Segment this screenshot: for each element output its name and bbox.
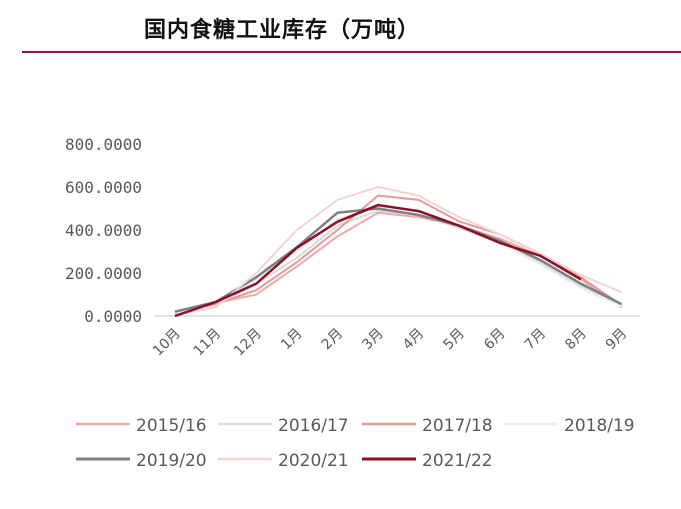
- x-tick-label: 9月: [603, 326, 631, 354]
- x-tick-label: 8月: [562, 326, 590, 354]
- legend-label: 2019/20: [136, 451, 207, 471]
- page-title: 国内食糖工业库存（万吨）: [144, 17, 421, 43]
- legend-item: 2019/20: [76, 451, 207, 471]
- legend-label: 2020/21: [278, 451, 349, 471]
- x-tick-label: 4月: [400, 326, 428, 354]
- x-tick-label: 2月: [319, 326, 347, 354]
- y-tick-label: 600.0000: [65, 178, 142, 197]
- legend-label: 2017/18: [422, 416, 493, 436]
- legend-label: 2016/17: [278, 416, 349, 436]
- legend-item: 2015/16: [76, 416, 207, 436]
- legend-label: 2021/22: [422, 451, 493, 471]
- legend-label: 2018/19: [564, 416, 635, 436]
- series-line-2019-20: [174, 207, 623, 313]
- x-tick-label: 1月: [278, 326, 306, 354]
- x-tick-label: 7月: [522, 326, 550, 354]
- legend-item: 2020/21: [218, 451, 349, 471]
- y-tick-label: 400.0000: [65, 221, 142, 240]
- title-divider: [22, 51, 681, 53]
- x-tick-label: 10月: [150, 326, 184, 360]
- y-tick-label: 800.0000: [65, 135, 142, 154]
- x-tick-label: 11月: [191, 326, 225, 360]
- y-tick-label: 200.0000: [65, 264, 142, 283]
- legend-item: 2018/19: [504, 416, 635, 436]
- series-line-2021-22: [174, 203, 582, 318]
- legend-item: 2016/17: [218, 416, 349, 436]
- y-tick-label: 0.0000: [84, 307, 142, 326]
- legend-label: 2015/16: [136, 416, 207, 436]
- series-line-2020-21: [174, 186, 622, 316]
- x-tick-label: 6月: [481, 326, 509, 354]
- x-tick-label: 3月: [359, 326, 387, 354]
- legend-item: 2017/18: [362, 416, 493, 436]
- x-tick-label: 12月: [231, 326, 265, 360]
- legend-item: 2021/22: [362, 451, 493, 471]
- x-tick-label: 5月: [441, 326, 469, 354]
